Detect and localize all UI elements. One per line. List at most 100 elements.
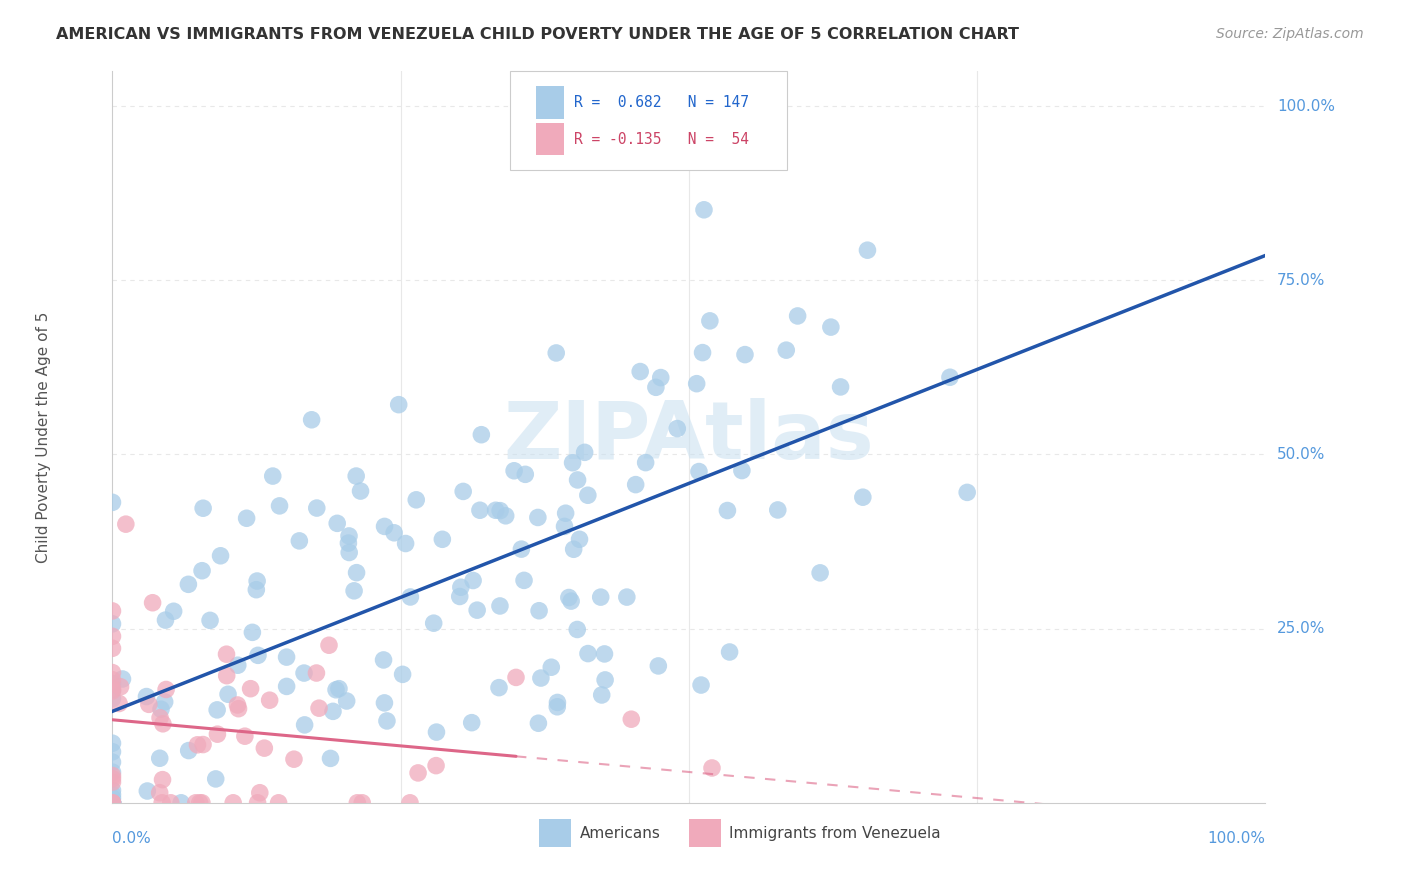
Point: [373, 696, 395, 710]
Text: Child Poverty Under the Age of 5: Child Poverty Under the Age of 5: [35, 311, 51, 563]
Point: [155, 682, 177, 697]
Point: [624, 477, 647, 491]
Point: [718, 645, 741, 659]
Point: [766, 503, 789, 517]
Point: [561, 456, 583, 470]
Point: [226, 698, 249, 712]
Point: [101, 796, 124, 810]
Point: [207, 727, 229, 741]
Point: [644, 380, 666, 394]
Point: [101, 616, 124, 631]
Point: [540, 660, 562, 674]
FancyBboxPatch shape: [510, 71, 787, 170]
Point: [150, 702, 173, 716]
Text: 25.0%: 25.0%: [1277, 621, 1326, 636]
Text: Source: ZipAtlas.com: Source: ZipAtlas.com: [1216, 27, 1364, 41]
Point: [465, 603, 488, 617]
Point: [110, 680, 132, 694]
Point: [101, 683, 124, 698]
Point: [101, 768, 124, 782]
Point: [101, 495, 124, 509]
Point: [153, 695, 176, 709]
Point: [567, 623, 589, 637]
Point: [852, 490, 875, 504]
Point: [294, 718, 316, 732]
FancyBboxPatch shape: [536, 86, 564, 119]
Point: [325, 682, 347, 697]
Point: [101, 775, 124, 789]
Point: [249, 786, 271, 800]
Text: 0.0%: 0.0%: [112, 830, 152, 846]
Point: [305, 666, 328, 681]
Point: [373, 519, 395, 533]
Point: [616, 590, 638, 604]
Point: [101, 641, 124, 656]
Point: [690, 678, 713, 692]
Point: [101, 796, 124, 810]
Point: [233, 729, 256, 743]
Point: [111, 672, 134, 686]
Point: [292, 666, 315, 681]
Point: [322, 704, 344, 718]
Point: [830, 380, 852, 394]
Text: AMERICAN VS IMMIGRANTS FROM VENEZUELA CHILD POVERTY UNDER THE AGE OF 5 CORRELATI: AMERICAN VS IMMIGRANTS FROM VENEZUELA CH…: [56, 27, 1019, 42]
Point: [267, 796, 290, 810]
Point: [505, 670, 527, 684]
Point: [245, 582, 267, 597]
Point: [716, 503, 738, 517]
Point: [142, 596, 165, 610]
Point: [527, 510, 550, 524]
Point: [489, 599, 512, 613]
Point: [503, 464, 526, 478]
Point: [155, 613, 177, 627]
Point: [692, 345, 714, 359]
Point: [253, 741, 276, 756]
Point: [204, 772, 226, 786]
Point: [337, 536, 360, 550]
Point: [101, 796, 124, 810]
Point: [352, 796, 374, 810]
Point: [101, 755, 124, 769]
Point: [628, 365, 651, 379]
Point: [209, 549, 232, 563]
FancyBboxPatch shape: [538, 819, 571, 847]
Point: [593, 647, 616, 661]
Point: [562, 542, 585, 557]
Point: [495, 508, 517, 523]
FancyBboxPatch shape: [689, 819, 721, 847]
Point: [159, 796, 181, 810]
Point: [101, 791, 124, 805]
Point: [101, 676, 124, 690]
Point: [461, 574, 484, 588]
Point: [693, 202, 716, 217]
Point: [567, 473, 589, 487]
Point: [222, 796, 245, 810]
Point: [399, 796, 422, 810]
Point: [152, 716, 174, 731]
Text: Immigrants from Venezuela: Immigrants from Venezuela: [730, 826, 941, 841]
Point: [101, 796, 124, 810]
Point: [530, 671, 553, 685]
Point: [101, 783, 124, 797]
Point: [262, 469, 284, 483]
Point: [235, 511, 257, 525]
Point: [101, 684, 124, 698]
Point: [217, 687, 239, 701]
Point: [527, 604, 550, 618]
Point: [425, 758, 447, 772]
Point: [136, 784, 159, 798]
Point: [700, 761, 723, 775]
Point: [470, 427, 492, 442]
Point: [191, 564, 214, 578]
Point: [558, 591, 581, 605]
Text: 100.0%: 100.0%: [1277, 99, 1334, 113]
Point: [184, 796, 207, 810]
Point: [349, 484, 371, 499]
Point: [956, 485, 979, 500]
Point: [170, 796, 193, 810]
Text: 50.0%: 50.0%: [1277, 447, 1326, 462]
Point: [215, 647, 238, 661]
Point: [591, 688, 613, 702]
Point: [305, 501, 328, 516]
Point: [186, 738, 208, 752]
